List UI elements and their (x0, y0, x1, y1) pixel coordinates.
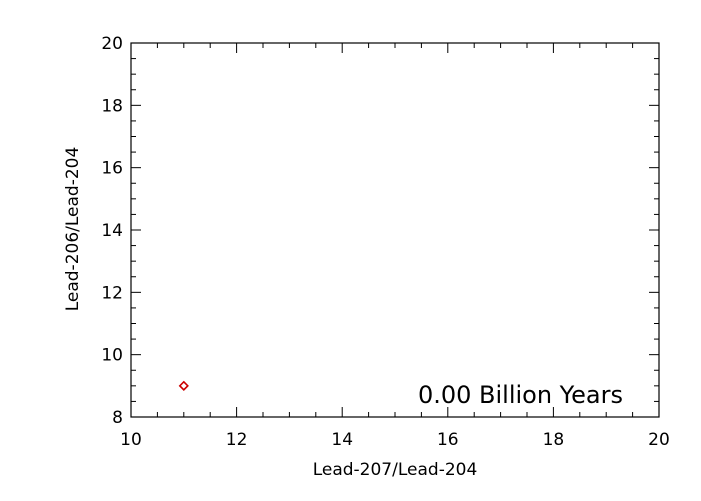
x-axis-tick-labels: 10 12 14 16 18 20 (120, 430, 670, 450)
x-tick-label: 14 (331, 430, 353, 450)
plot-border (130, 42, 660, 418)
data-point (178, 380, 189, 391)
y-tick-label: 8 (112, 408, 123, 428)
y-tick-label: 16 (101, 159, 123, 179)
x-tick-label: 18 (543, 430, 565, 450)
y-axis-label: Lead-206/Lead-204 (63, 147, 83, 312)
plot-frame (130, 42, 660, 418)
x-axis-label: Lead-207/Lead-204 (313, 460, 478, 480)
y-tick-label: 18 (101, 96, 123, 116)
x-tick-label: 16 (437, 430, 459, 450)
data-points (178, 380, 189, 391)
age-annotation: 0.00 Billion Years (418, 381, 623, 409)
y-tick-label: 20 (101, 34, 123, 54)
y-tick-label: 12 (101, 283, 123, 303)
y-axis-tick-labels: 8 10 12 14 16 18 20 (101, 34, 123, 428)
y-tick-label: 14 (101, 221, 123, 241)
x-axis-ticks (130, 43, 660, 417)
x-tick-label: 20 (648, 430, 670, 450)
x-tick-label: 10 (120, 430, 142, 450)
x-tick-label: 12 (226, 430, 248, 450)
y-axis-ticks (131, 42, 659, 418)
y-tick-label: 10 (101, 346, 123, 366)
